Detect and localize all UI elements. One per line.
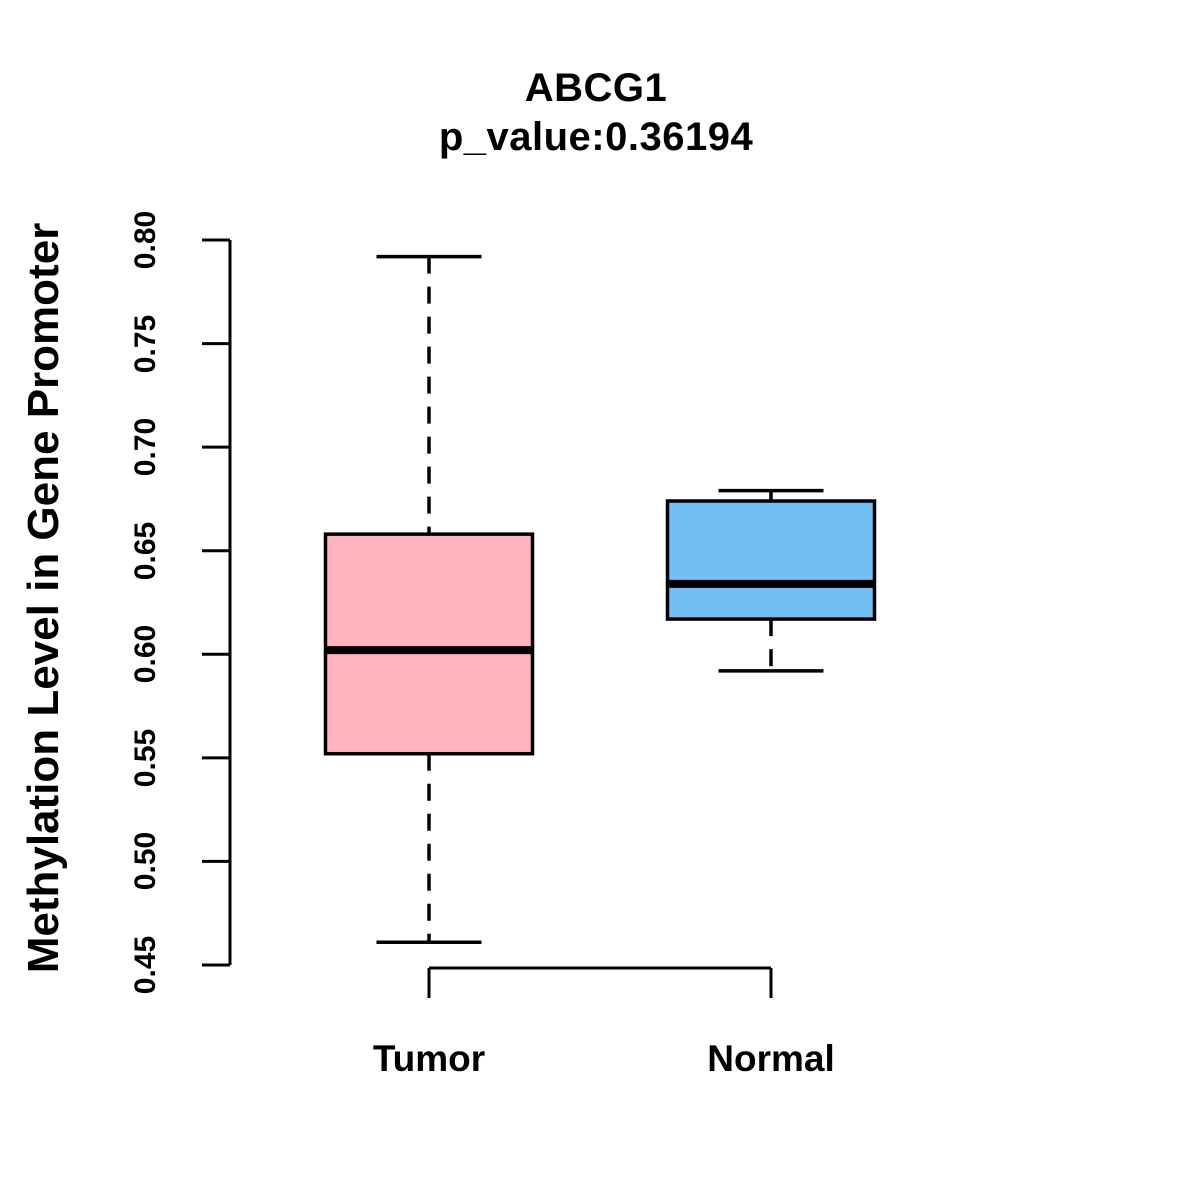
chart-title: ABCG1 — [524, 66, 668, 110]
normal-box — [665, 499, 877, 621]
y-tick-label: 0.65 — [129, 521, 162, 580]
tumor-box — [323, 532, 535, 756]
y-tick-label: 0.75 — [129, 314, 162, 373]
chart-subtitle: p_value:0.36194 — [438, 115, 754, 159]
y-tick-label: 0.80 — [129, 210, 162, 270]
y-tick-label: 0.70 — [129, 417, 162, 477]
y-tick-label: 0.60 — [129, 625, 162, 684]
y-tick-label: 0.50 — [129, 832, 162, 891]
y-tick-label: 0.55 — [129, 728, 162, 788]
x-tick-label-normal: Normal — [707, 1038, 835, 1079]
chart-title-block: ABCG1 p_value:0.36194 — [196, 64, 996, 162]
y-tick-label: 0.45 — [129, 935, 162, 995]
x-tick-label-tumor: Tumor — [372, 1038, 486, 1079]
